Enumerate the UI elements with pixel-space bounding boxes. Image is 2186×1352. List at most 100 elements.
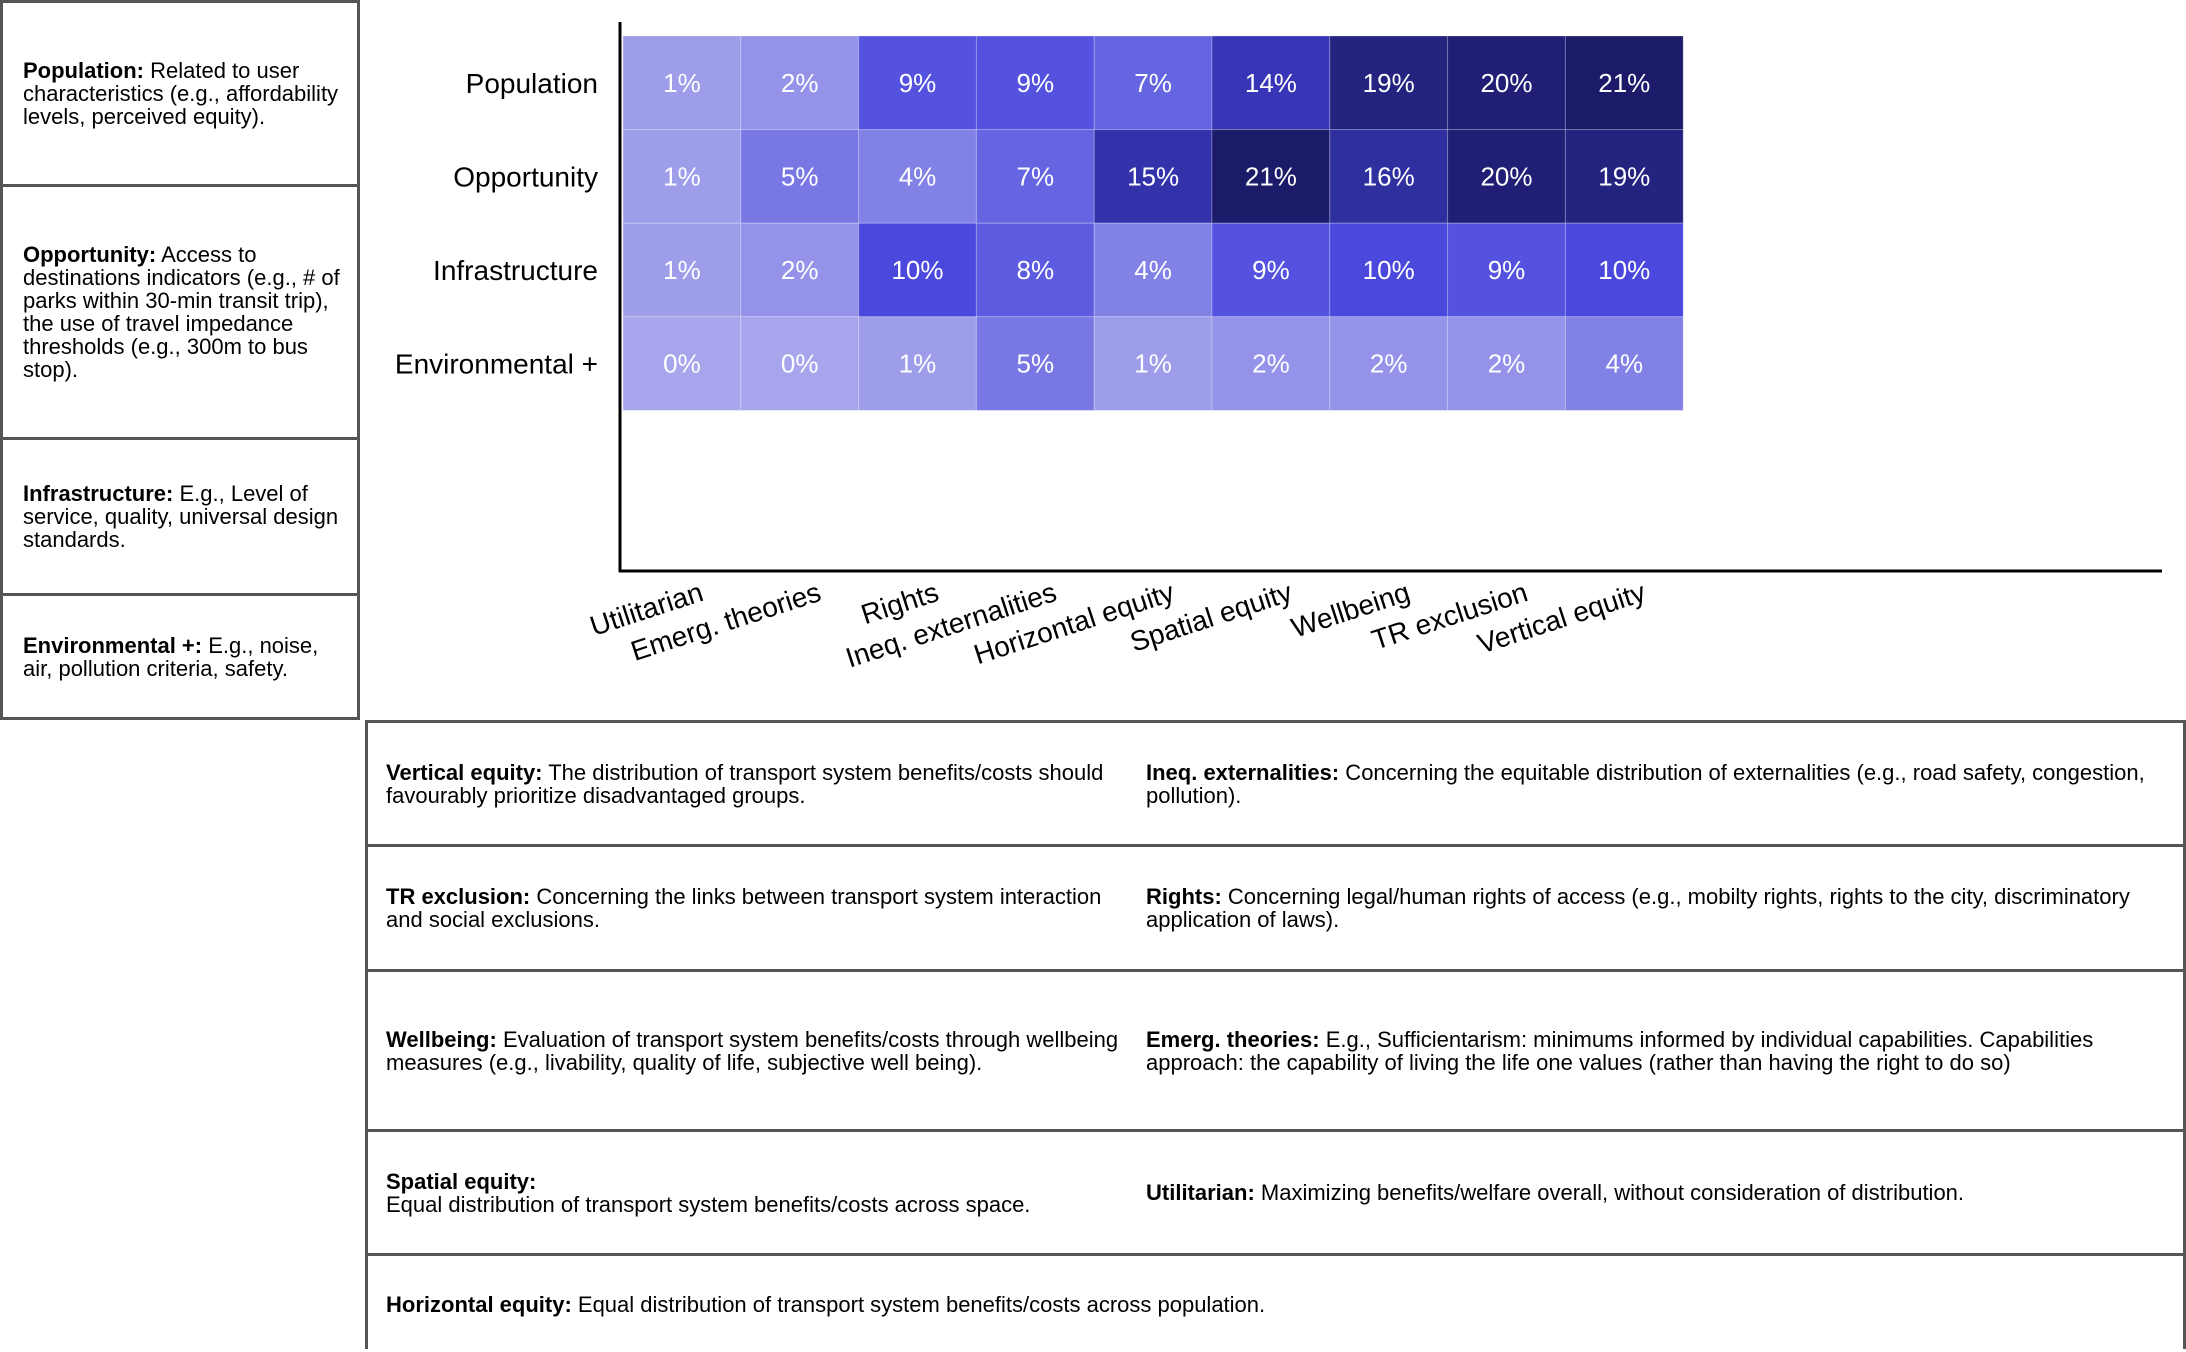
row-label: Opportunity <box>453 161 598 192</box>
heatmap-cell <box>740 129 860 224</box>
heatmap-cell <box>1093 129 1213 224</box>
definition-desc: Equal distribution of transport system b… <box>571 1291 1266 1317</box>
definition-row: Wellbeing: Evaluation of transport syste… <box>368 972 2183 1132</box>
cell-value-label: 1% <box>663 161 701 191</box>
heatmap-cell <box>858 222 977 318</box>
cell-value-label: 1% <box>663 68 701 98</box>
definition-desc: The distribution of transport system ben… <box>386 759 1104 808</box>
cell-value-label: 2% <box>1252 349 1290 379</box>
cell-value-label: 19% <box>1598 161 1650 191</box>
row-labels: Population Opportunity Infrastructure Envir… <box>395 68 598 380</box>
definition-row: Spatial equity: Equal distribution of tra… <box>368 1132 2183 1256</box>
cell-value-label: 5% <box>1017 349 1055 379</box>
cell-value-label: 4% <box>899 161 937 191</box>
definition-desc: Concerning the equitable distribution of… <box>1146 759 2145 808</box>
cell-value-label: 9% <box>899 68 937 98</box>
heatmap-cell <box>1329 316 1449 411</box>
definition-term: Rights: <box>1146 884 1222 909</box>
heatmap-cell <box>1211 35 1331 131</box>
heatmap-cell <box>1564 316 1684 411</box>
definition-desc: Equal distribution of transport system b… <box>386 1191 1031 1217</box>
cell-value-label: 9% <box>1488 255 1526 285</box>
legend-term: Population: <box>23 58 144 83</box>
definition-horizontal-equity: Horizontal equity: Equal distribution of… <box>368 1293 2183 1316</box>
heatmap-cell <box>740 35 860 131</box>
cell-value-label: 4% <box>1134 255 1172 285</box>
heatmap-cell <box>1564 35 1684 131</box>
definition-desc: Maximizing benefits/welfare overall, wit… <box>1254 1180 1965 1205</box>
heatmap-cell <box>1447 35 1566 131</box>
cell-value-label: 21% <box>1598 68 1650 98</box>
definition-utilitarian: Utilitarian: Maximizing benefits/welfare… <box>1146 1181 2183 1204</box>
cell-value-label: 14% <box>1245 68 1297 98</box>
definition-term: Ineq. externalities: <box>1146 759 1340 785</box>
row-label: Infrastructure <box>433 255 598 286</box>
heatmap-cells: 1% 2% 9% 9% 7% 14% 19% 20% 21% 1% 5% 4% 7% 15% 21% 16% 2… <box>622 35 1684 411</box>
heatmap-cell <box>1564 222 1684 318</box>
cell-value-label: 2% <box>1488 349 1526 379</box>
cell-value-label: 2% <box>781 255 819 285</box>
definition-term: Emerg. theories: <box>1146 1026 1320 1052</box>
definition-rights: Rights: Concerning legal/human rights of… <box>1146 885 2183 931</box>
cell-value-label: 16% <box>1363 161 1415 191</box>
legend-term: Environmental +: <box>23 632 203 658</box>
cell-value-label: 8% <box>1017 255 1055 285</box>
cell-value-label: 4% <box>1606 349 1644 379</box>
definition-term: TR exclusion: <box>386 884 531 909</box>
cell-value-label: 1% <box>899 349 937 379</box>
definition-desc: E.g., Sufficientarism: minimums informed… <box>1146 1026 2094 1075</box>
heatmap-cell <box>622 129 742 224</box>
heatmap-cell <box>1329 129 1449 224</box>
definition-row: Vertical equity: The distribution of tra… <box>368 723 2183 847</box>
row-label: Environmental + <box>395 349 598 380</box>
heatmap-cell <box>1211 316 1331 411</box>
definition-desc: Concerning the links between transport s… <box>386 884 1102 932</box>
cell-value-label: 15% <box>1127 161 1179 191</box>
definition-row: TR exclusion: Concerning the links betwe… <box>368 847 2183 972</box>
row-label: Population <box>466 68 598 99</box>
heatmap-cell <box>975 222 1095 318</box>
heatmap-cell <box>1093 316 1213 411</box>
legend-term: Infrastructure: <box>23 481 174 506</box>
heatmap-cell <box>622 222 742 318</box>
heatmap-cell <box>858 35 977 131</box>
cell-value-label: 19% <box>1363 68 1415 98</box>
definition-wellbeing: Wellbeing: Evaluation of transport syste… <box>368 1028 1146 1074</box>
cell-value-label: 0% <box>781 349 819 379</box>
legend-desc: E.g., noise, air, pollution criteria, sa… <box>23 632 319 681</box>
cell-value-label: 2% <box>1370 349 1408 379</box>
cell-value-label: 2% <box>781 68 819 98</box>
definitions-table: Vertical equity: The distribution of tra… <box>365 720 2186 1349</box>
definition-tr-exclusion: TR exclusion: Concerning the links betwe… <box>368 885 1146 931</box>
heatmap-cell <box>622 35 742 131</box>
cell-value-label: 1% <box>1134 349 1172 379</box>
definition-row: Horizontal equity: Equal distribution of… <box>368 1256 2183 1352</box>
legend-desc: Related to user characteristics (e.g., a… <box>23 58 339 129</box>
legend-desc: E.g., Level of service, quality, univers… <box>23 481 339 552</box>
heatmap-cell <box>740 316 860 411</box>
definition-desc: Evaluation of transport system benefits/… <box>386 1026 1119 1075</box>
definition-vertical-equity: Vertical equity: The distribution of tra… <box>368 761 1146 807</box>
cell-value-label: 1% <box>663 255 701 285</box>
definition-ineq-externalities: Ineq. externalities: Concerning the equi… <box>1146 761 2183 807</box>
heatmap-cell <box>1329 35 1449 131</box>
definition-term: Wellbeing: <box>386 1026 497 1052</box>
cell-value-label: 10% <box>1363 255 1415 285</box>
cell-value-label: 9% <box>1252 255 1290 285</box>
legend-desc: Access to destinations indicators (e.g.,… <box>23 242 340 382</box>
definition-desc: Concerning legal/human rights of access … <box>1146 884 2130 932</box>
heatmap-cell <box>740 222 860 318</box>
cell-value-label: 9% <box>1017 68 1055 98</box>
legend-term: Opportunity: <box>23 242 157 267</box>
heatmap-cell <box>975 129 1095 224</box>
heatmap-cell <box>622 316 742 411</box>
legend-box-opportunity: Opportunity: Access to destinations indi… <box>0 184 360 440</box>
definition-term: Spatial equity: <box>386 1168 537 1194</box>
cell-value-label: 20% <box>1480 161 1532 191</box>
heatmap-cell <box>858 316 977 411</box>
definition-term: Utilitarian: <box>1146 1180 1255 1205</box>
heatmap-cell <box>1093 222 1213 318</box>
legend-box-population: Population: Related to user characterist… <box>0 0 360 187</box>
heatmap-cell <box>1447 129 1566 224</box>
